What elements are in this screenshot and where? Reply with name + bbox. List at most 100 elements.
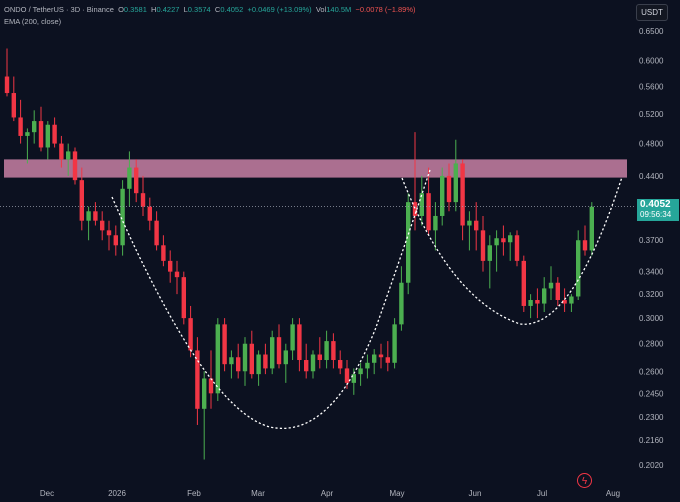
close-value: 0.4052 <box>220 5 244 14</box>
price-tick-label: 0.5600 <box>639 82 664 91</box>
candle-body <box>508 235 513 243</box>
candle-body <box>399 282 404 325</box>
candle <box>372 349 377 375</box>
time-tick-label: May <box>389 489 404 498</box>
candle <box>168 250 173 283</box>
candle <box>426 167 431 236</box>
candle-body <box>120 188 125 246</box>
candle-body <box>460 163 465 226</box>
time-tick-label: Apr <box>321 489 334 498</box>
price-tick-label: 0.2600 <box>639 367 664 376</box>
candle-body <box>154 220 159 246</box>
candle <box>494 230 499 272</box>
candle <box>365 354 370 379</box>
candle-body <box>72 151 78 181</box>
candle <box>86 206 91 241</box>
candle <box>317 337 322 369</box>
candle-body <box>263 354 268 369</box>
candle-body <box>168 260 173 272</box>
candle <box>188 305 193 358</box>
price-tick-label: 0.3400 <box>639 268 664 277</box>
candle-body <box>52 124 57 144</box>
candle-body <box>283 350 288 365</box>
candle <box>79 167 84 231</box>
candle <box>460 159 465 241</box>
candle <box>480 215 486 272</box>
candle-body <box>446 175 452 203</box>
indicator-legend[interactable]: EMA (200, close) <box>4 17 62 26</box>
candle-body <box>134 167 139 194</box>
candle-body <box>25 132 30 136</box>
volume-label: Vol <box>315 5 327 14</box>
candle-body <box>106 230 112 236</box>
candle <box>195 337 200 425</box>
candle <box>324 330 329 369</box>
low-value: 0.3574 <box>187 5 211 14</box>
candle <box>378 343 384 369</box>
candle <box>45 121 50 160</box>
candle <box>72 147 78 185</box>
candle <box>548 266 554 301</box>
candle <box>174 260 180 295</box>
candle-body <box>562 300 567 304</box>
candle-body <box>174 271 180 278</box>
candle-body <box>528 300 533 306</box>
candle-body <box>548 282 554 289</box>
candle-body <box>338 360 343 369</box>
candle-body <box>514 235 520 261</box>
candle <box>399 266 404 331</box>
candle <box>535 288 540 319</box>
candle <box>487 235 492 289</box>
candle <box>392 318 397 369</box>
price-tick-label: 0.6500 <box>639 27 664 36</box>
candle <box>140 175 146 216</box>
candle-body <box>453 163 458 203</box>
price-tick-label: 0.4800 <box>639 140 664 149</box>
candle-body <box>331 341 336 361</box>
candle-body <box>113 235 118 246</box>
current-price-value: 0.4052 <box>640 199 671 210</box>
candle <box>120 180 125 256</box>
resistance-zone <box>4 159 627 178</box>
time-tick-label: Mar <box>251 489 265 498</box>
candle-body <box>412 202 418 216</box>
candle-body <box>236 357 241 372</box>
candle-body <box>344 368 350 383</box>
tradingview-logo-icon[interactable]: ϟ <box>577 473 592 488</box>
candle <box>419 175 424 226</box>
candle <box>106 220 112 251</box>
candle-body <box>310 354 316 372</box>
currency-button[interactable]: USDT <box>636 4 668 21</box>
candle <box>113 225 118 256</box>
low-label: L <box>183 5 188 14</box>
candle <box>147 197 152 231</box>
candles-group <box>4 48 594 460</box>
candle <box>521 255 526 312</box>
candle <box>446 163 452 212</box>
candle <box>569 294 574 312</box>
candle-body <box>229 357 234 365</box>
candle <box>555 277 560 306</box>
candle-body <box>127 167 132 189</box>
candle-body <box>208 378 214 394</box>
price-tick-label: 0.2020 <box>639 461 664 470</box>
candle <box>338 350 343 375</box>
candle-body <box>290 324 295 351</box>
candle <box>11 76 16 122</box>
candle-body <box>181 277 186 319</box>
candle-body <box>195 350 200 409</box>
symbol-title[interactable]: ONDO / TetherUS · 3D · Binance <box>4 5 114 14</box>
candle-body <box>358 368 363 375</box>
candle <box>276 324 282 369</box>
price-tick-label: 0.2300 <box>639 413 664 422</box>
candle-body <box>521 260 526 306</box>
price-tick-label: 0.5200 <box>639 110 664 119</box>
candle <box>542 277 547 312</box>
candle-body <box>38 121 44 148</box>
time-tick-label: Aug <box>606 489 620 498</box>
candle <box>562 288 567 312</box>
candle <box>256 350 261 386</box>
candle <box>304 343 309 379</box>
candle <box>18 99 23 144</box>
